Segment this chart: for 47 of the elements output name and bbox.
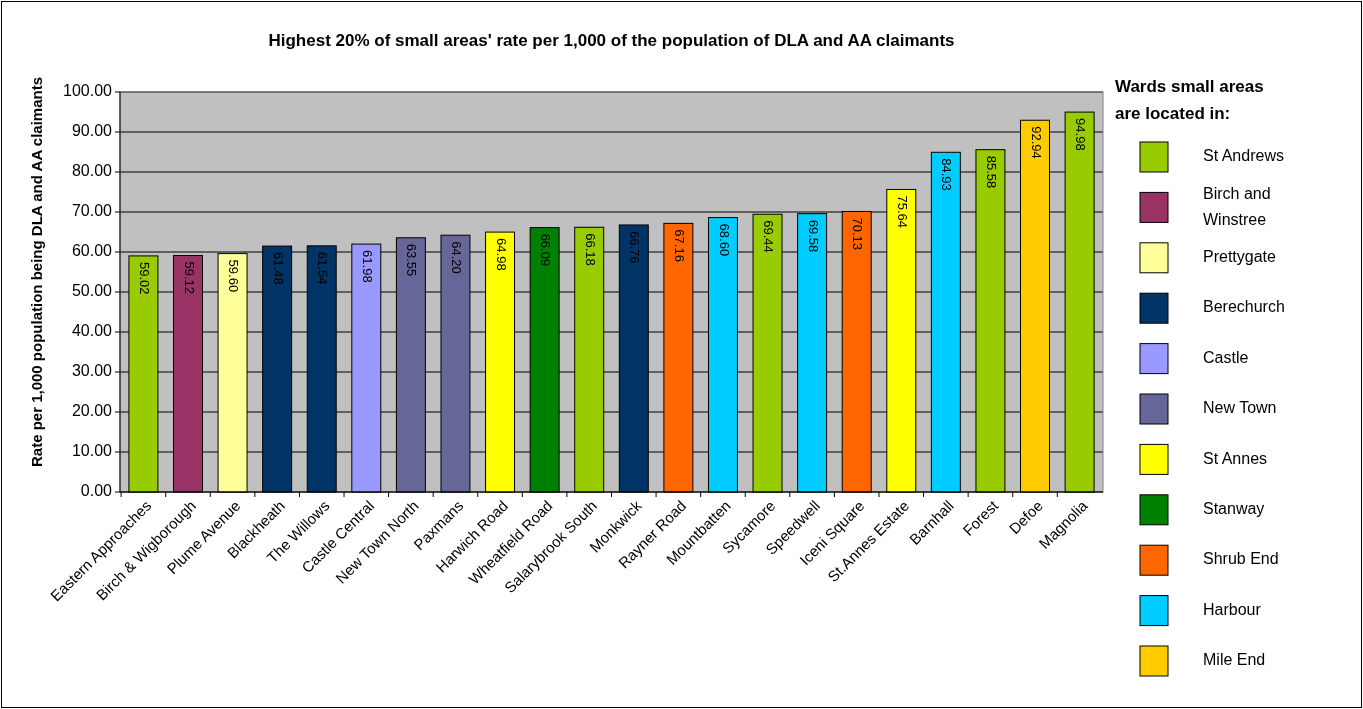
data-label: 63.55 xyxy=(404,243,420,277)
legend-label: Castle xyxy=(1203,348,1249,366)
data-label: 69.58 xyxy=(805,219,821,253)
y-axis-title: Rate per 1,000 population being DLA and AA claimants xyxy=(28,76,45,468)
y-tick-label: 90.00 xyxy=(71,122,113,140)
data-label: 94.98 xyxy=(1073,118,1089,151)
y-tick-label: 40.00 xyxy=(71,322,113,340)
data-label: 67.16 xyxy=(671,229,687,262)
data-label: 92.94 xyxy=(1028,126,1044,159)
data-label: 69.44 xyxy=(761,220,777,253)
data-label: 59.60 xyxy=(226,259,242,293)
data-label: 84.93 xyxy=(939,158,955,191)
data-label: 61.48 xyxy=(270,252,286,285)
y-tick-label: 70.00 xyxy=(71,202,113,220)
data-label: 64.20 xyxy=(449,241,465,274)
data-label: 59.02 xyxy=(136,261,152,295)
data-label: 68.60 xyxy=(716,223,732,257)
legend-label: St Andrews xyxy=(1203,147,1284,165)
data-label: 66.18 xyxy=(582,233,598,266)
legend-label: Harbour xyxy=(1203,600,1262,618)
legend-label: Shrub End xyxy=(1203,550,1279,568)
legend-label: St Annes xyxy=(1203,449,1268,467)
data-label: 85.58 xyxy=(984,155,999,189)
y-tick-label: 10.00 xyxy=(71,442,113,460)
y-tick-label: 80.00 xyxy=(71,162,113,180)
data-label: 66.76 xyxy=(627,230,643,264)
legend-label: Stanway xyxy=(1203,500,1265,518)
y-tick-label: 30.00 xyxy=(71,362,113,380)
legend-title: Wards small areas are located in: xyxy=(1115,77,1264,123)
legend-label: Birch and Winstree xyxy=(1203,184,1271,228)
y-tick-label: 100.00 xyxy=(63,82,113,100)
data-label: 64.98 xyxy=(493,238,509,271)
data-label: 61.98 xyxy=(359,250,375,283)
legend-label: New Town xyxy=(1203,399,1277,417)
y-tick-label: 20.00 xyxy=(71,402,113,420)
y-tick-label: 60.00 xyxy=(71,242,113,260)
legend-label: Berechurch xyxy=(1203,298,1285,316)
legend-label: Prettygate xyxy=(1203,248,1277,266)
chart-title: Highest 20% of small areas' rate per 1,000 of the population of DLA and AA claimants xyxy=(268,31,955,50)
y-tick-label: 50.00 xyxy=(71,282,113,300)
y-tick-label: 0.00 xyxy=(80,482,113,500)
legend-label: Mile End xyxy=(1203,651,1266,669)
data-label: 75.64 xyxy=(894,195,910,228)
data-label: 70.13 xyxy=(850,217,866,251)
data-label: 61.54 xyxy=(315,251,331,285)
data-label: 66.09 xyxy=(538,233,554,267)
data-label: 59.12 xyxy=(181,261,197,295)
